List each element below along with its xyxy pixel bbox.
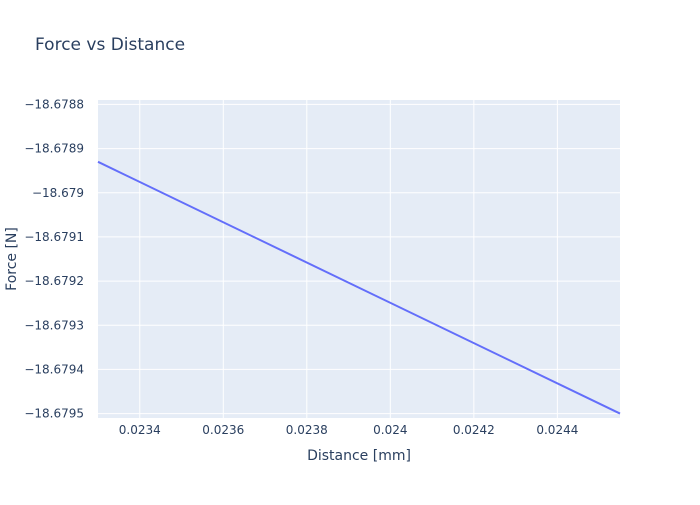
chart-title: Force vs Distance (35, 35, 185, 55)
y-tick-label: −18.6794 (24, 362, 84, 376)
x-tick-label: 0.0236 (202, 423, 244, 437)
y-tick-label: −18.6792 (24, 274, 84, 288)
x-tick-label: 0.0242 (453, 423, 495, 437)
x-tick-label: 0.024 (373, 423, 407, 437)
y-tick-label: −18.679 (32, 186, 84, 200)
y-tick-label: −18.6795 (24, 407, 84, 421)
y-tick-label: −18.6788 (24, 97, 84, 111)
y-axis-label: Force [N] (4, 227, 20, 291)
x-tick-label: 0.0244 (536, 423, 578, 437)
y-tick-label: −18.6789 (24, 142, 84, 156)
series-layer (97, 160, 621, 415)
y-tick-label: −18.6791 (24, 230, 84, 244)
x-tick-label: 0.0238 (286, 423, 328, 437)
x-axis-label: Distance [mm] (307, 448, 411, 464)
x-gridlines (139, 100, 558, 418)
y-tick-label: −18.6793 (24, 318, 84, 332)
x-tick-labels: 0.0234 0.0236 0.0238 0.024 0.0242 0.0244 (119, 423, 579, 437)
y-tick-labels: −18.6788 −18.6789 −18.679 −18.6791 −18.6792 −… (24, 97, 84, 420)
plot-area (98, 100, 620, 418)
y-gridlines (98, 103, 620, 415)
x-tick-label: 0.0234 (119, 423, 161, 437)
series-line (97, 160, 621, 415)
